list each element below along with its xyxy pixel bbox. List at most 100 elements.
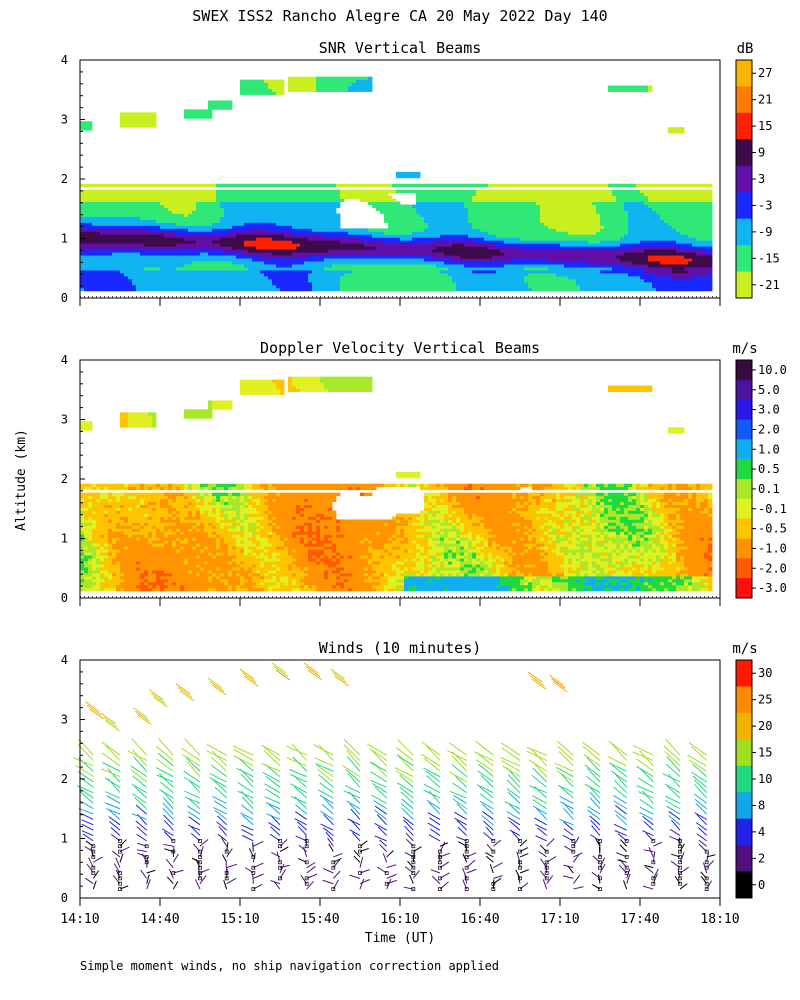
heatmap-cell <box>160 183 165 188</box>
heatmap-cell <box>628 246 633 250</box>
heatmap-cell <box>360 284 365 289</box>
heatmap-cell <box>388 273 393 277</box>
heatmap-cell <box>140 222 145 226</box>
heatmap-cell <box>200 201 205 205</box>
heatmap-cell <box>164 278 169 283</box>
heatmap-cell <box>184 222 189 226</box>
heatmap-cell <box>264 192 269 197</box>
heatmap-cell <box>540 278 545 283</box>
heatmap-cell <box>468 231 473 235</box>
heatmap-cell <box>88 124 93 128</box>
heatmap-cell <box>568 270 573 274</box>
heatmap-cell <box>488 284 493 289</box>
heatmap-cell <box>260 264 265 268</box>
heatmap-cell <box>396 270 401 274</box>
heatmap-cell <box>132 261 137 265</box>
heatmap-cell <box>388 216 393 220</box>
heatmap-cell <box>544 240 549 244</box>
heatmap-cell <box>360 82 365 86</box>
heatmap-cell <box>496 255 501 259</box>
heatmap-cell <box>320 261 325 265</box>
heatmap-cell <box>520 287 525 292</box>
heatmap-cell <box>212 192 217 197</box>
heatmap-cell <box>532 213 537 217</box>
heatmap-cell <box>188 204 193 208</box>
heatmap-cell <box>128 183 133 188</box>
heatmap-cell <box>128 207 133 211</box>
heatmap-cell <box>536 225 541 229</box>
heatmap-cell <box>360 76 365 81</box>
heatmap-cell <box>236 278 241 283</box>
heatmap-cell <box>148 225 153 229</box>
heatmap-cell <box>188 267 193 271</box>
heatmap-cell <box>328 222 333 226</box>
heatmap-cell <box>284 204 289 208</box>
heatmap-cell <box>508 222 513 226</box>
heatmap-cell <box>416 237 421 241</box>
heatmap-cell <box>96 225 101 229</box>
heatmap-cell <box>552 219 557 223</box>
heatmap-cell <box>292 231 297 235</box>
heatmap-cell <box>320 228 325 232</box>
heatmap-cell <box>208 287 213 292</box>
heatmap-cell <box>256 183 261 188</box>
heatmap-cell <box>596 216 601 220</box>
heatmap-cell <box>212 264 217 268</box>
heatmap-cell <box>256 281 261 286</box>
heatmap-cell <box>472 237 477 241</box>
heatmap-cell <box>372 243 377 247</box>
heatmap-cell <box>264 270 269 274</box>
heatmap-cell <box>180 287 185 292</box>
heatmap-cell <box>248 195 253 200</box>
heatmap-cell <box>384 192 389 197</box>
heatmap-cell <box>100 264 105 268</box>
heatmap-cell <box>236 198 241 203</box>
heatmap-cell <box>552 267 557 271</box>
heatmap-cell <box>196 264 201 268</box>
heatmap-cell <box>92 183 97 188</box>
heatmap-cell <box>264 228 269 232</box>
heatmap-cell <box>212 255 217 259</box>
heatmap-cell <box>160 231 165 235</box>
heatmap-cell <box>620 270 625 274</box>
heatmap-cell <box>352 287 357 292</box>
heatmap-cell <box>492 210 497 214</box>
heatmap-cell <box>120 198 125 203</box>
heatmap-cell <box>108 192 113 197</box>
heatmap-cell <box>592 222 597 226</box>
heatmap-cell <box>504 228 509 232</box>
heatmap-cell <box>460 255 465 259</box>
heatmap-cell <box>256 264 261 268</box>
heatmap-cell <box>344 183 349 188</box>
heatmap-cell <box>80 287 85 292</box>
heatmap-cell <box>128 198 133 203</box>
heatmap-cell <box>380 237 385 241</box>
heatmap-cell <box>596 201 601 205</box>
heatmap-cell <box>620 243 625 247</box>
heatmap-cell <box>516 275 521 280</box>
heatmap-cell <box>600 237 605 241</box>
heatmap-cell <box>228 275 233 280</box>
heatmap-cell <box>516 261 521 265</box>
heatmap-cell <box>236 240 241 244</box>
heatmap-cell <box>528 234 533 238</box>
heatmap-cell <box>548 261 553 265</box>
heatmap-cell <box>208 234 213 238</box>
heatmap-cell <box>180 207 185 211</box>
heatmap-cell <box>512 278 517 283</box>
heatmap-cell <box>428 213 433 217</box>
heatmap-cell <box>448 183 453 188</box>
heatmap-cell <box>312 225 317 229</box>
heatmap-cell <box>508 225 513 229</box>
heatmap-cell <box>420 204 425 208</box>
heatmap-cell <box>604 222 609 226</box>
heatmap-cell <box>268 267 273 271</box>
heatmap-cell <box>348 237 353 241</box>
heatmap-cell <box>444 192 449 197</box>
heatmap-cell <box>380 278 385 283</box>
heatmap-cell <box>524 201 529 205</box>
heatmap-cell <box>192 231 197 235</box>
heatmap-cell <box>232 234 237 238</box>
heatmap-cell <box>104 216 109 220</box>
heatmap-cell <box>252 281 257 286</box>
